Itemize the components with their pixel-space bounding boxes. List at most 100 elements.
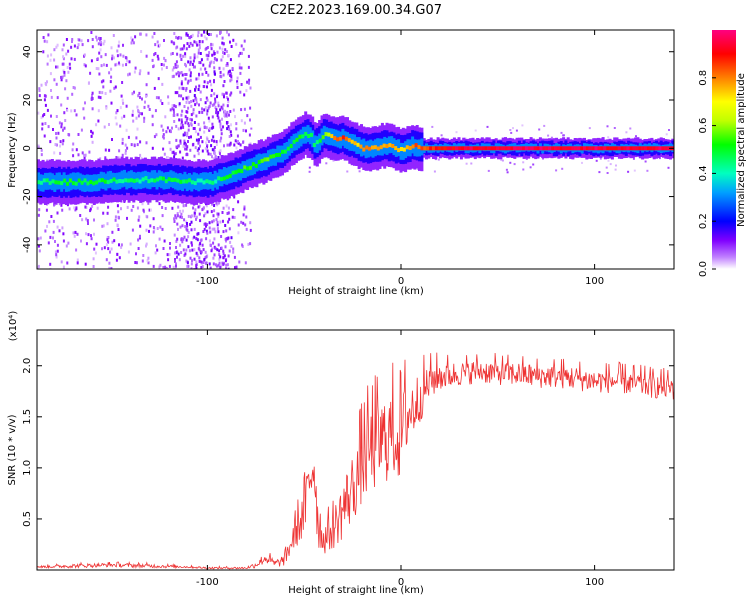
spectrogram-noise-cell: [190, 122, 193, 126]
spectrogram-noise-cell: [210, 83, 213, 87]
spectrogram-noise-cell: [186, 42, 189, 46]
spectrogram-noise-cell: [129, 242, 132, 246]
spectrogram-noise-cell: [214, 72, 216, 76]
spectrogram-noise-cell: [247, 54, 250, 58]
spectrogram-noise-cell: [156, 227, 159, 230]
spectrogram-noise-cell: [158, 237, 161, 241]
spectrogram-peak-cell: [417, 145, 421, 150]
spectrogram-noise-cell: [210, 60, 213, 64]
spectrogram-noise-cell: [139, 234, 141, 238]
spectrogram-noise-cell: [117, 228, 120, 231]
spectrogram-peak-cell: [74, 181, 78, 186]
spectrogram-peak-cell: [153, 178, 157, 183]
spectrogram-noise-cell: [187, 231, 190, 234]
spectrogram-noise-cell: [44, 82, 47, 85]
spectrogram-noise-cell: [91, 38, 94, 41]
spectrogram-noise-cell: [215, 218, 218, 222]
spectrogram-noise-cell: [118, 243, 120, 247]
spectrogram-noise-cell: [55, 136, 58, 140]
spectrogram-noise-cell: [193, 212, 196, 215]
spectrogram-peak-cell: [408, 146, 412, 150]
spectrogram-noise-cell: [188, 101, 191, 105]
spectrogram-noise-cell: [100, 55, 103, 59]
spectrogram-noise-cell: [172, 150, 175, 154]
spectrogram-noise-cell: [179, 243, 182, 247]
spectrogram-noise-cell: [142, 208, 145, 212]
spectrogram-noise-cell: [215, 111, 218, 115]
spectrogram-noise-cell: [598, 171, 601, 174]
spectrogram-noise-cell: [325, 162, 328, 165]
spectrogram-noise-cell: [97, 42, 100, 46]
spectrogram-noise-cell: [221, 211, 224, 214]
spectrogram-noise-cell: [175, 216, 178, 220]
spectrogram-noise-cell: [203, 130, 206, 134]
spectrogram-peak-cell: [150, 178, 154, 183]
spectrogram-noise-cell: [168, 264, 171, 268]
spectrogram-noise-cell: [102, 211, 105, 215]
spectrogram-noise-cell: [509, 161, 512, 164]
spectrogram-noise-cell: [191, 243, 193, 247]
spectrogram-noise-cell: [131, 38, 134, 42]
spectrogram-peak-cell: [182, 179, 186, 184]
spectrogram-noise-cell: [65, 52, 68, 56]
spectrogram-noise-cell: [157, 44, 160, 48]
spectrogram-peak-cell: [455, 146, 459, 151]
spectrogram-noise-cell: [197, 152, 200, 156]
y-tick-label: 0.5: [22, 511, 33, 527]
colorbar-tick-label: 0.0: [698, 261, 709, 277]
spectrogram-noise-cell: [172, 41, 175, 45]
spectrogram-noise-cell: [529, 166, 532, 169]
spectrogram-noise-cell: [172, 265, 175, 269]
spectrogram-noise-cell: [197, 34, 200, 38]
spectrogram-noise-cell: [180, 118, 183, 122]
spectrogram-noise-cell: [212, 219, 215, 223]
spectrogram-peak-cell: [641, 146, 645, 151]
spectrogram-noise-cell: [182, 204, 185, 208]
spectrogram-noise-cell: [68, 207, 71, 211]
spectrogram-noise-cell: [209, 243, 212, 247]
spectrogram-noise-cell: [205, 46, 208, 50]
spectrogram-noise-cell: [95, 242, 98, 246]
spectrogram-noise-cell: [211, 103, 214, 107]
spectrogram-noise-cell: [185, 73, 188, 76]
spectrogram-peak-cell: [196, 178, 200, 183]
spectrogram-noise-cell: [171, 68, 174, 72]
spectrogram-noise-cell: [93, 247, 96, 251]
spectrogram-noise-cell: [80, 239, 82, 243]
spectrogram-peak-cell: [565, 146, 569, 151]
spectrogram-peak-cell: [385, 144, 389, 149]
spectrogram-noise-cell: [200, 266, 203, 269]
spectrogram-band-cell: [222, 167, 226, 184]
spectrogram-noise-cell: [230, 236, 233, 240]
spectrogram-noise-cell: [224, 113, 227, 117]
spectrogram-band-cell: [41, 174, 45, 192]
spectrogram-noise-cell: [209, 230, 212, 234]
spectrogram-band-cell: [192, 172, 196, 190]
spectrogram-noise-cell: [37, 213, 40, 217]
spectrogram-noise-cell: [207, 33, 210, 36]
spectrogram-noise-cell: [203, 257, 206, 261]
spectrogram-peak-cell: [556, 146, 560, 151]
spectrogram-noise-cell: [228, 113, 230, 117]
spectrogram-noise-cell: [153, 53, 156, 57]
snr-y-label: SNR (10 * v/v): [7, 414, 18, 485]
x-tick-label: 100: [585, 577, 604, 588]
spectrogram-noise-cell: [214, 106, 217, 109]
spectrogram-peak-cell: [318, 138, 322, 143]
spectrogram-noise-cell: [84, 64, 87, 68]
spectrogram-noise-cell: [60, 75, 62, 79]
spectrogram-noise-cell: [179, 225, 182, 229]
spectrogram-noise-cell: [207, 54, 210, 58]
spectrogram-noise-cell: [181, 86, 184, 90]
spectrogram-noise-cell: [147, 201, 150, 205]
spectrogram-noise-cell: [91, 131, 94, 135]
spectrogram-noise-cell: [138, 72, 141, 76]
spectrogram-noise-cell: [148, 108, 151, 111]
spectrogram-noise-cell: [205, 71, 208, 74]
spectrogram-noise-cell: [180, 113, 183, 117]
spectrogram-noise-cell: [230, 245, 233, 249]
spectrogram-noise-cell: [79, 214, 82, 217]
spectrogram-noise-cell: [522, 161, 525, 164]
spectrogram-noise-cell: [227, 100, 230, 104]
spectrogram-noise-cell: [40, 83, 43, 87]
